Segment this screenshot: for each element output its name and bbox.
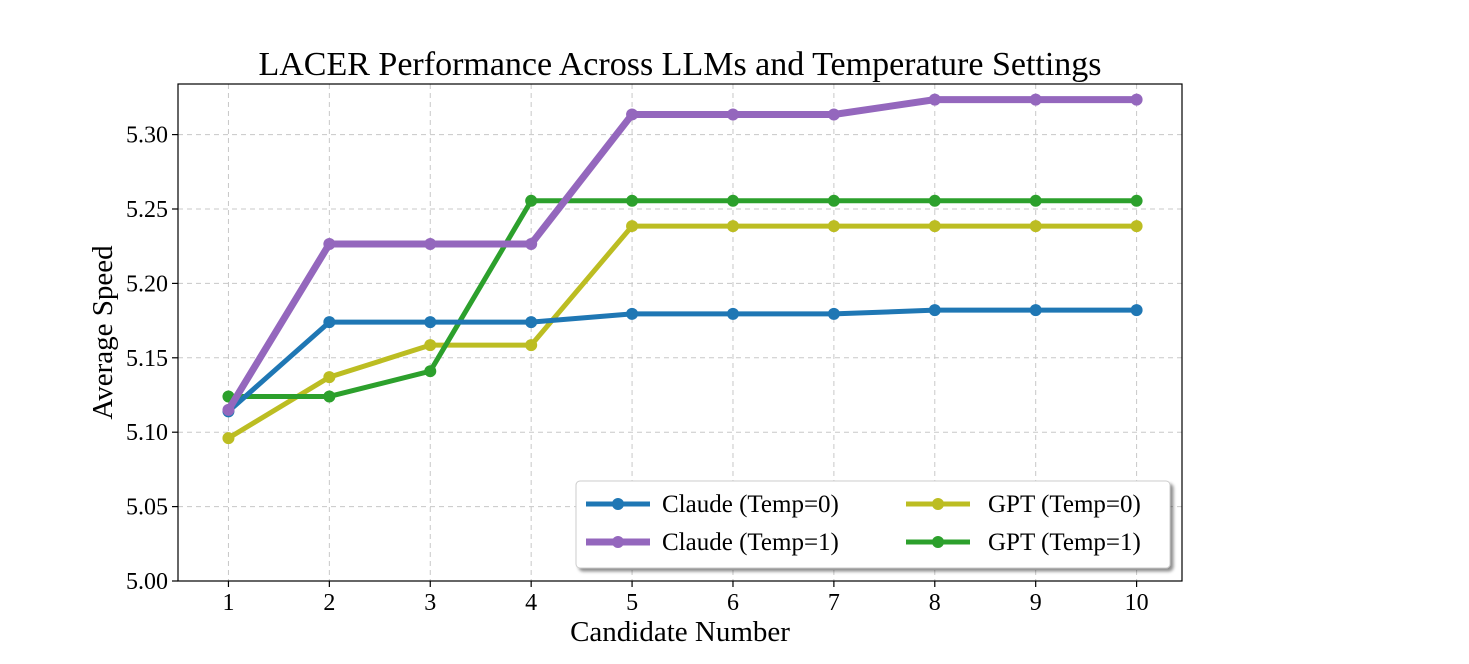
- series-gpt-temp-0: [222, 220, 1143, 445]
- legend-item-gpt-temp-1: GPT (Temp=1): [906, 529, 1141, 556]
- legend: Claude (Temp=0) Claude (Temp=1) GPT (Temp=…: [575, 480, 1171, 569]
- y-tick-label: 5.05: [126, 495, 168, 521]
- y-tick-label: 5.00: [126, 569, 168, 595]
- legend-items: Claude (Temp=0) Claude (Temp=1) GPT (Temp=…: [586, 491, 1141, 556]
- data-point: [1130, 93, 1143, 106]
- x-tick-label: 2: [323, 590, 335, 616]
- legend-marker: [612, 498, 624, 510]
- data-point: [626, 220, 639, 233]
- data-point: [928, 93, 941, 106]
- data-point: [323, 237, 336, 250]
- y-tick-label: 5.30: [126, 123, 168, 149]
- x-tick-label: 3: [424, 590, 436, 616]
- x-tick-label: 10: [1125, 590, 1149, 616]
- data-point: [1130, 304, 1143, 317]
- y-tick-label: 5.25: [126, 197, 168, 223]
- data-point: [626, 194, 639, 207]
- legend-item-claude-temp-0: Claude (Temp=0): [586, 491, 839, 518]
- series-line: [225, 223, 1140, 441]
- legend-label: GPT (Temp=0): [988, 491, 1141, 518]
- data-point: [726, 108, 739, 121]
- x-tick-label: 8: [929, 590, 941, 616]
- series-claude-temp-0: [222, 304, 1143, 418]
- axis-ticks: 1 2 3 4 5 6 7 8 9 10 5.00 5.05 5.10 5.15 5.20 5.25 5.30: [126, 123, 1149, 616]
- legend-label: Claude (Temp=1): [662, 529, 839, 556]
- data-point: [1130, 194, 1143, 207]
- series-layer: [222, 93, 1143, 445]
- data-point: [1130, 220, 1143, 233]
- data-point: [222, 403, 235, 416]
- x-tick-label: 4: [525, 590, 537, 616]
- data-point: [1029, 93, 1042, 106]
- data-point: [928, 194, 941, 207]
- legend-marker: [612, 536, 624, 548]
- plot-frame: [177, 83, 1183, 582]
- data-point: [525, 339, 538, 352]
- data-point: [1029, 194, 1042, 207]
- data-point: [726, 194, 739, 207]
- x-tick-label: 1: [222, 590, 234, 616]
- x-axis-title: Candidate Number: [570, 616, 790, 648]
- data-point: [323, 316, 336, 329]
- legend-item-claude-temp-1: Claude (Temp=1): [586, 529, 839, 556]
- data-point: [626, 108, 639, 121]
- legend-marker: [932, 536, 944, 548]
- data-point: [1029, 304, 1042, 317]
- x-tick-label: 9: [1030, 590, 1042, 616]
- data-point: [424, 316, 437, 329]
- x-tick-label: 7: [828, 590, 840, 616]
- series-claude-temp-1: [222, 93, 1143, 416]
- data-point: [626, 307, 639, 320]
- data-point: [525, 194, 538, 207]
- data-point: [827, 307, 840, 320]
- data-point: [827, 194, 840, 207]
- data-point: [1029, 220, 1042, 233]
- series-line: [225, 307, 1140, 414]
- y-tick-label: 5.10: [126, 420, 168, 446]
- data-point: [827, 108, 840, 121]
- legend-marker: [932, 498, 944, 510]
- series-gpt-temp-1: [222, 194, 1143, 403]
- y-tick-label: 5.20: [126, 271, 168, 297]
- series-line: [225, 198, 1140, 399]
- y-tick-label: 5.15: [126, 346, 168, 372]
- legend-box: [575, 480, 1171, 569]
- chart-title: LACER Performance Across LLMs and Temper…: [258, 46, 1101, 83]
- data-point: [424, 365, 437, 378]
- data-point: [928, 304, 941, 317]
- x-tick-label: 6: [727, 590, 739, 616]
- series-line: [224, 96, 1141, 414]
- data-point: [827, 220, 840, 233]
- legend-label: GPT (Temp=1): [988, 529, 1141, 556]
- x-tick-label: 5: [626, 590, 638, 616]
- data-point: [726, 307, 739, 320]
- data-point: [424, 237, 437, 250]
- data-point: [525, 237, 538, 250]
- data-point: [928, 220, 941, 233]
- data-point: [323, 390, 336, 403]
- legend-item-gpt-temp-0: GPT (Temp=0): [906, 491, 1141, 518]
- data-point: [222, 432, 235, 445]
- data-point: [424, 339, 437, 352]
- legend-label: Claude (Temp=0): [662, 491, 839, 518]
- y-axis-title: Average Speed: [87, 245, 119, 420]
- data-point: [525, 316, 538, 329]
- data-point: [726, 220, 739, 233]
- data-point: [323, 371, 336, 384]
